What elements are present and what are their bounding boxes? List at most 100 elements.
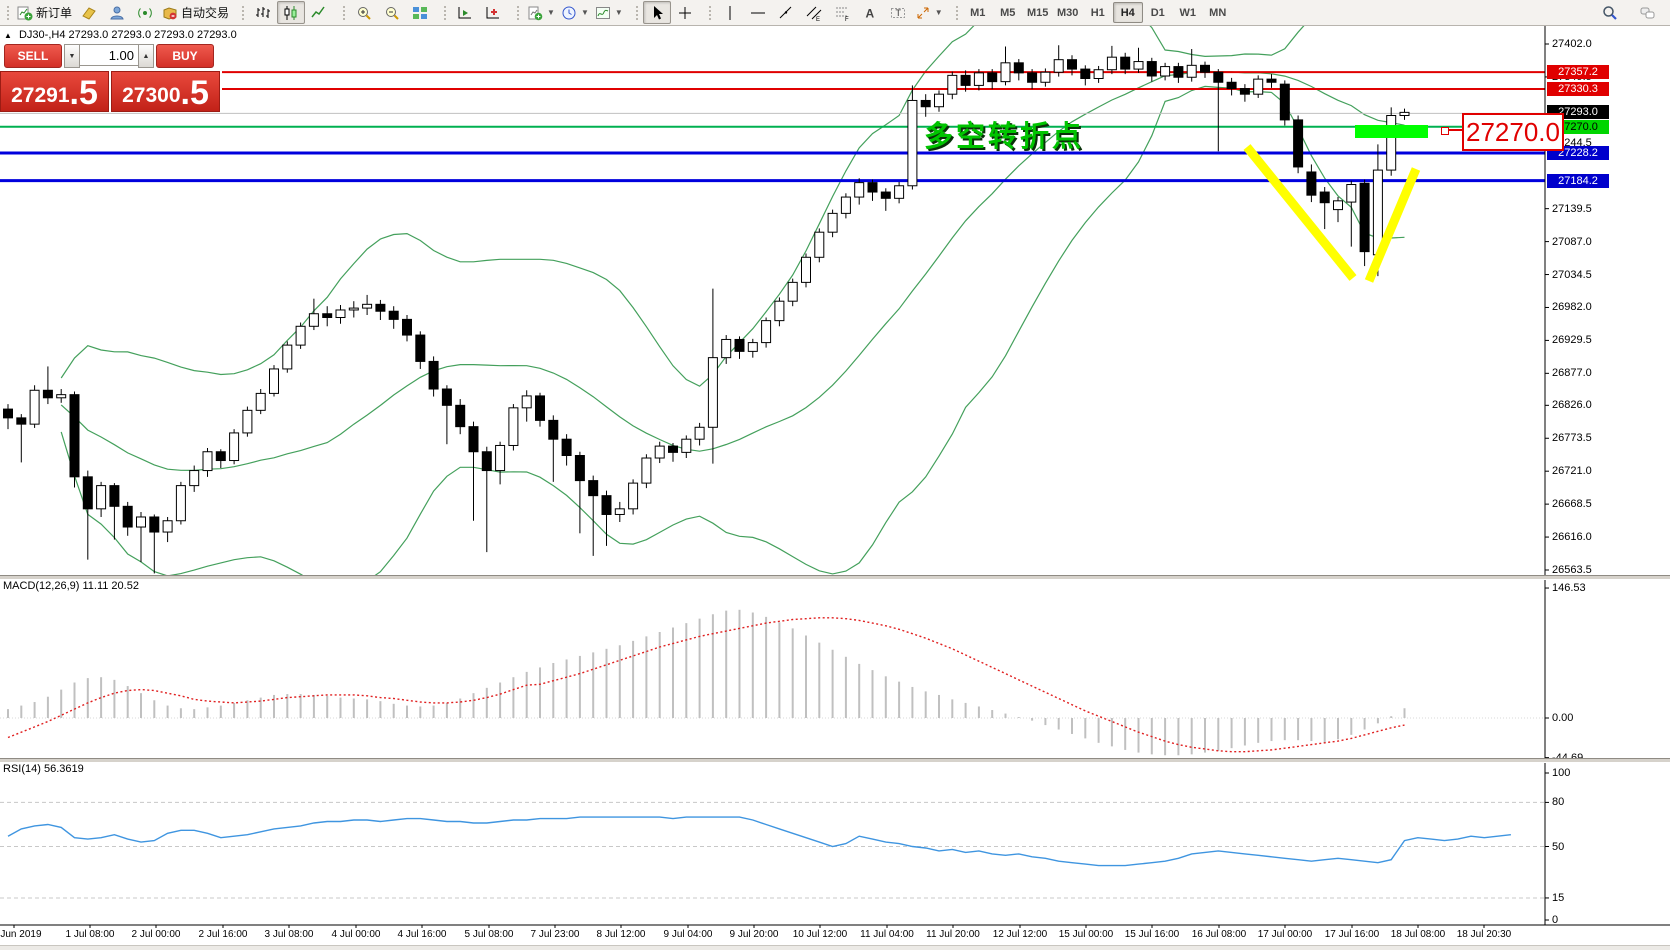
volume-input[interactable] xyxy=(80,44,138,66)
buy-price-frac: .5 xyxy=(180,74,209,112)
svg-text:A: A xyxy=(865,6,874,20)
timeframe-D1[interactable]: D1 xyxy=(1150,6,1165,19)
toolbar-button-text-a[interactable]: A xyxy=(856,1,884,24)
collapse-panel-icon[interactable]: ▲ xyxy=(4,31,12,40)
toolbar-drag-handle[interactable] xyxy=(516,4,522,21)
toolbar-button-profile[interactable] xyxy=(103,1,131,24)
time-axis-label: 12 Jul 12:00 xyxy=(992,929,1048,940)
line-chart-icon xyxy=(311,6,325,17)
toolbar-button-book[interactable] xyxy=(75,1,103,24)
toolbar-drag-handle[interactable] xyxy=(634,4,640,21)
timeframe-W1[interactable]: W1 xyxy=(1179,6,1196,19)
toolbar-button-indicators[interactable]: ▼ xyxy=(592,1,626,24)
toolbar-button-trendline[interactable] xyxy=(772,1,800,24)
buy-price-display[interactable]: 27300.5 xyxy=(111,71,220,112)
zoom-out-icon xyxy=(386,6,399,20)
toolbar-button-channel[interactable]: E xyxy=(800,1,828,24)
price-axis-tick: 27139.5 xyxy=(1552,202,1592,215)
toolbar-button-text-label[interactable]: T xyxy=(884,1,912,24)
toolbar-button-autotrade[interactable]: 自动交易 xyxy=(159,1,232,24)
bars-chart-icon xyxy=(256,6,271,18)
timeframe-H1[interactable]: H1 xyxy=(1090,6,1105,19)
toolbar-drag-handle[interactable] xyxy=(707,4,713,21)
toolbar-button-bars-chart[interactable] xyxy=(249,1,277,24)
price-callout-label[interactable]: 27270.0 xyxy=(1462,113,1564,151)
price-axis-tick: 26826.0 xyxy=(1552,399,1592,412)
toolbar-button-cursor[interactable] xyxy=(642,1,671,24)
svg-text:T: T xyxy=(895,8,901,18)
macd-panel-divider[interactable] xyxy=(0,575,1670,580)
timeframe-M1[interactable]: M1 xyxy=(970,6,986,19)
buy-price-int: 27300 xyxy=(122,84,181,107)
toolbar-drag-handle[interactable] xyxy=(241,4,247,21)
toolbar-button-chart-add[interactable] xyxy=(479,1,507,24)
time-axis-label: 15 Jul 16:00 xyxy=(1124,929,1180,940)
new-order-icon xyxy=(17,6,33,20)
toolbar-button-line-chart[interactable] xyxy=(305,1,333,24)
clock-icon xyxy=(562,6,576,19)
toolbar-button-new-order[interactable]: 新订单 xyxy=(14,1,75,24)
volume-decrease-button[interactable]: ▼ xyxy=(64,44,80,68)
toolbar-button-signal[interactable] xyxy=(131,1,159,24)
timeframe-M15[interactable]: M15 xyxy=(1027,6,1049,19)
toolbar-button-new-chart[interactable]: ▼ xyxy=(524,1,558,24)
time-axis-label: 10 Jul 12:00 xyxy=(792,929,848,940)
dropdown-arrow-icon[interactable]: ▼ xyxy=(614,8,623,17)
toolbar-drag-handle[interactable] xyxy=(443,4,449,21)
toolbar-button-zoom-out[interactable] xyxy=(378,1,406,24)
text-label-icon: T xyxy=(890,7,905,18)
hline-icon xyxy=(750,12,765,13)
dropdown-arrow-icon[interactable]: ▼ xyxy=(580,8,589,17)
timeframe-H4[interactable]: H4 xyxy=(1112,2,1143,23)
time-axis-label: 18 Jul 20:30 xyxy=(1456,929,1512,940)
sell-button[interactable]: SELL xyxy=(4,44,62,68)
toolbar-button-chat[interactable] xyxy=(1634,1,1662,24)
sell-price-display[interactable]: 27291.5 xyxy=(0,71,109,112)
timeframe-MN[interactable]: MN xyxy=(1209,6,1227,19)
toolbar-button-candles-chart[interactable] xyxy=(277,1,306,24)
dropdown-arrow-icon[interactable]: ▼ xyxy=(547,8,555,17)
rsi-axis-tick: 100 xyxy=(1552,767,1571,779)
callout-anchor-square xyxy=(1441,127,1449,135)
price-axis-tick: 26929.5 xyxy=(1552,334,1592,347)
price-axis-tick: 27087.0 xyxy=(1552,235,1592,248)
profile-icon xyxy=(110,6,124,19)
turning-point-annotation[interactable]: 多空转折点 xyxy=(924,121,1085,153)
toolbar-button-tile-windows[interactable] xyxy=(406,1,434,24)
dropdown-arrow-icon[interactable]: ▼ xyxy=(934,8,943,17)
zoom-in-icon xyxy=(358,6,371,20)
time-axis-label: 16 Jul 08:00 xyxy=(1191,929,1247,940)
time-axis-label: 5 Jul 08:00 xyxy=(464,929,514,940)
toolbar-drag-handle[interactable] xyxy=(342,4,348,21)
toolbar-button-hline[interactable] xyxy=(744,1,772,24)
chat-icon xyxy=(1640,7,1655,18)
toolbar-group xyxy=(629,0,702,25)
time-axis-label: 17 Jul 16:00 xyxy=(1324,929,1380,940)
toolbar-button-search[interactable] xyxy=(1596,1,1624,24)
crosshair-icon xyxy=(678,6,691,19)
time-axis-label: 11 Jul 04:00 xyxy=(860,929,914,940)
toolbar-button-zoom-in[interactable] xyxy=(350,1,378,24)
chart-forward-icon xyxy=(458,6,472,18)
toolbar-button-fibonacci[interactable]: F xyxy=(828,1,856,24)
toolbar-group: E F A T ▼ xyxy=(702,0,949,25)
toolbar: 新订单 自动交易 ▼ ▼ ▼ E F A T ▼ M1 M5 M15 M30 H1 H4 D1 W1 MN xyxy=(0,0,1670,26)
chart-add-icon xyxy=(486,6,500,18)
time-axis-label: 4 Jul 00:00 xyxy=(331,929,381,940)
timeframe-M30[interactable]: M30 xyxy=(1057,6,1079,19)
toolbar-button-arrows-tool[interactable]: ▼ xyxy=(912,1,946,24)
toolbar-drag-handle[interactable] xyxy=(6,4,11,21)
toolbar-button-clock[interactable]: ▼ xyxy=(558,1,592,24)
time-axis-label: 2 Jul 16:00 xyxy=(198,929,248,940)
toolbar-button-vline[interactable] xyxy=(716,1,744,24)
rsi-panel-divider[interactable] xyxy=(0,758,1670,763)
toolbar-drag-handle[interactable] xyxy=(954,4,960,21)
volume-stepper: ▼ ▲ xyxy=(64,44,154,68)
buy-button[interactable]: BUY xyxy=(156,44,214,68)
price-badge-27330.3: 27330.3 xyxy=(1547,81,1609,96)
toolbar-button-chart-forward[interactable] xyxy=(451,1,479,24)
toolbar-button-crosshair[interactable] xyxy=(671,1,699,24)
timeframe-M5[interactable]: M5 xyxy=(1000,6,1016,19)
volume-increase-button[interactable]: ▲ xyxy=(138,44,154,68)
